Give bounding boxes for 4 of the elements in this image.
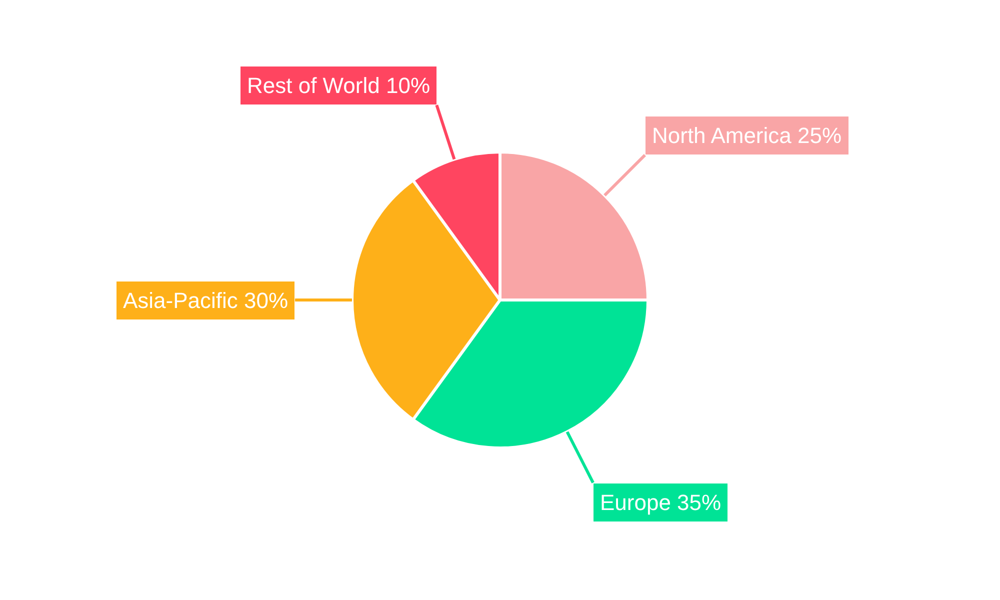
slice-label: Europe 35%	[600, 490, 722, 515]
slice-label: Rest of World 10%	[247, 73, 430, 98]
slice-label: North America 25%	[652, 123, 842, 148]
slice-label: Asia-Pacific 30%	[123, 288, 288, 313]
